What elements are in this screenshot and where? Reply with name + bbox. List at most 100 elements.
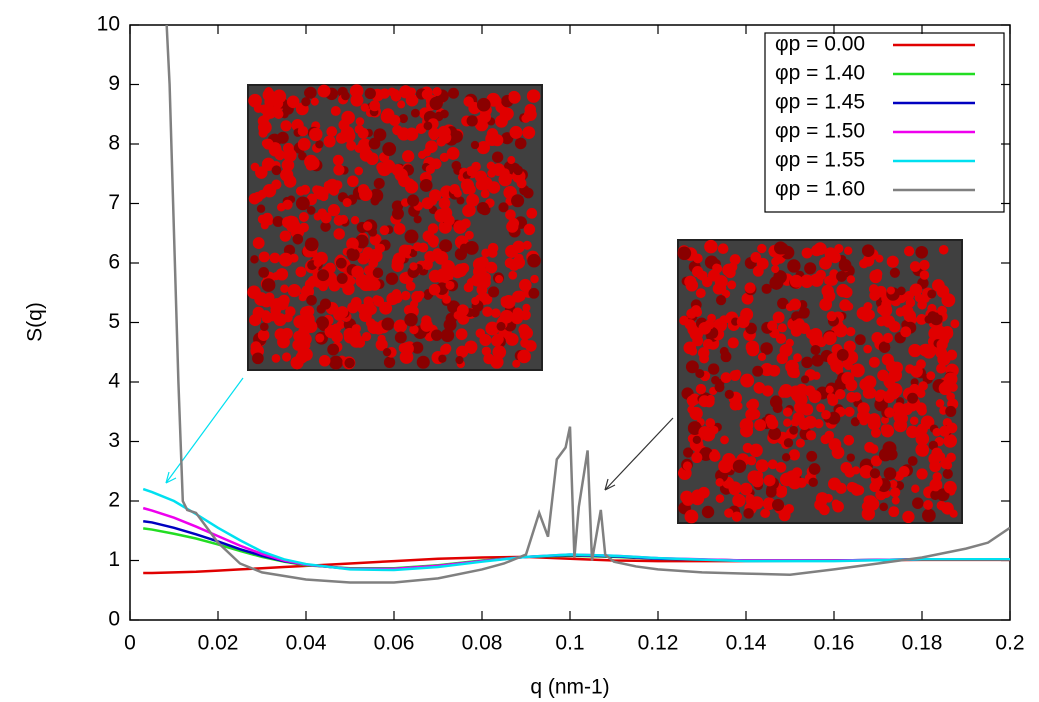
particle xyxy=(692,253,703,264)
particle xyxy=(746,400,755,410)
particle xyxy=(712,263,723,274)
particle xyxy=(407,194,420,207)
particle xyxy=(341,110,355,125)
particle xyxy=(344,357,355,369)
particle xyxy=(906,425,919,439)
particle xyxy=(407,87,416,96)
particle xyxy=(273,109,284,119)
particle xyxy=(256,204,266,213)
particle xyxy=(476,201,490,215)
particle xyxy=(369,100,381,112)
particle xyxy=(527,253,541,268)
particle xyxy=(517,349,531,364)
particle xyxy=(249,313,262,327)
particle xyxy=(908,343,922,358)
particle xyxy=(522,187,534,199)
particle xyxy=(755,459,769,473)
particle xyxy=(745,493,755,503)
particle xyxy=(761,283,772,294)
particle xyxy=(931,447,943,459)
particle xyxy=(342,198,352,208)
particle xyxy=(522,126,536,140)
particle xyxy=(455,328,468,341)
particle xyxy=(306,206,316,215)
particle xyxy=(471,296,480,306)
particle xyxy=(879,502,888,512)
particle xyxy=(520,309,531,321)
particle xyxy=(411,341,424,354)
particle xyxy=(297,125,309,137)
particle xyxy=(487,286,500,298)
particle xyxy=(354,144,364,153)
particle xyxy=(439,239,453,253)
particle xyxy=(719,315,729,325)
particle xyxy=(783,438,794,448)
particle xyxy=(834,389,846,400)
legend-label: φp = 1.40 xyxy=(775,62,865,85)
particle xyxy=(511,194,525,208)
particle xyxy=(769,275,784,290)
particle xyxy=(890,487,901,498)
particle xyxy=(350,216,360,225)
particle xyxy=(391,207,404,220)
particle xyxy=(505,332,519,346)
particle xyxy=(317,269,330,282)
particle xyxy=(281,352,292,362)
particle xyxy=(514,137,527,150)
particle xyxy=(491,308,501,318)
particle xyxy=(831,499,841,508)
particle xyxy=(949,509,958,518)
particle xyxy=(271,165,282,176)
particle xyxy=(483,353,495,365)
particle xyxy=(835,482,847,494)
particle xyxy=(341,91,350,101)
particle xyxy=(814,419,824,429)
particle xyxy=(360,103,369,112)
particle xyxy=(304,86,317,99)
particle xyxy=(258,251,270,263)
particle xyxy=(492,96,502,106)
particle xyxy=(262,88,276,102)
series-group xyxy=(142,25,1010,584)
particle xyxy=(281,327,293,340)
particle xyxy=(297,106,306,115)
particle xyxy=(507,156,516,165)
particle xyxy=(314,185,324,195)
particle xyxy=(720,372,732,384)
particle xyxy=(470,307,480,318)
x-tick-label: 0.08 xyxy=(462,632,503,655)
particle xyxy=(937,305,947,316)
particle xyxy=(485,321,500,336)
particle xyxy=(491,163,505,177)
particle xyxy=(505,244,519,258)
particle xyxy=(514,290,526,302)
particle xyxy=(920,415,935,430)
particle xyxy=(386,292,400,306)
particle xyxy=(453,220,467,234)
particle xyxy=(689,393,701,405)
particle xyxy=(315,316,329,330)
particle xyxy=(691,266,704,278)
particle xyxy=(434,210,446,222)
particle xyxy=(269,252,281,264)
particle xyxy=(459,243,469,253)
particle xyxy=(481,248,491,258)
particle xyxy=(727,337,739,349)
particle xyxy=(699,353,710,364)
particle xyxy=(777,297,789,310)
particle xyxy=(268,312,277,322)
particle xyxy=(264,292,275,303)
particle xyxy=(363,221,373,231)
particle xyxy=(476,141,490,155)
particle xyxy=(785,338,794,348)
particle xyxy=(712,283,725,295)
particle xyxy=(886,255,899,268)
particle xyxy=(760,509,769,518)
y-tick-label: 8 xyxy=(108,132,120,155)
y-tick-label: 0 xyxy=(108,608,120,631)
series-line xyxy=(142,487,1010,572)
particle xyxy=(813,242,827,256)
particle xyxy=(392,257,402,266)
particle xyxy=(877,369,889,382)
particle xyxy=(500,297,512,308)
